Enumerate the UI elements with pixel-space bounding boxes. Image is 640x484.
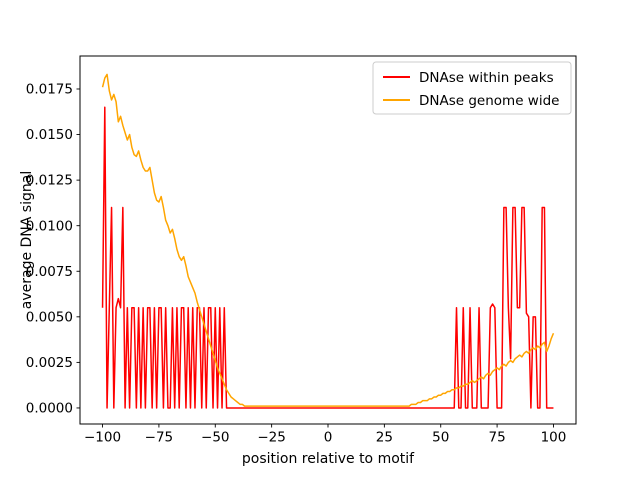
x-tick-label: −50 <box>201 430 230 446</box>
y-tick-label: 0.0150 <box>26 127 73 143</box>
x-tick-label: −25 <box>257 430 286 446</box>
x-tick-label: −100 <box>84 430 121 446</box>
legend-label: DNAse within peaks <box>419 70 554 86</box>
y-tick-label: 0.0000 <box>26 401 73 417</box>
y-tick-label: 0.0025 <box>26 355 73 371</box>
x-tick-label: 50 <box>432 430 449 446</box>
legend-entry: DNAse within peaks <box>383 70 554 86</box>
y-tick-label: 0.0100 <box>26 218 73 234</box>
legend: DNAse within peaks DNAse genome wide <box>372 61 572 115</box>
x-tick-label: 100 <box>541 430 567 446</box>
y-tick-label: 0.0050 <box>26 309 73 325</box>
x-tick-label: 75 <box>488 430 505 446</box>
y-tick-label: 0.0075 <box>26 264 73 280</box>
x-tick-label: 0 <box>324 430 333 446</box>
series-line-dnase-within-peaks <box>101 106 554 409</box>
legend-label: DNAse genome wide <box>419 93 559 109</box>
y-axis: 0.0000 0.0025 0.0050 0.0075 0.0100 0.0125 0.01… <box>26 82 80 417</box>
y-axis-label: average DNA signal <box>19 171 35 309</box>
x-tick-label: 25 <box>376 430 393 446</box>
legend-box <box>372 61 572 115</box>
x-axis-label: position relative to motif <box>242 451 415 467</box>
legend-entry: DNAse genome wide <box>383 93 559 109</box>
y-tick-label: 0.0125 <box>26 173 73 189</box>
series-line-dnase-genome-wide <box>101 73 555 407</box>
x-tick-label: −75 <box>145 430 174 446</box>
y-tick-label: 0.0175 <box>26 82 73 98</box>
plot-series <box>101 73 555 409</box>
x-axis: −100 −75 −50 −25 0 25 50 75 100 <box>84 424 566 446</box>
